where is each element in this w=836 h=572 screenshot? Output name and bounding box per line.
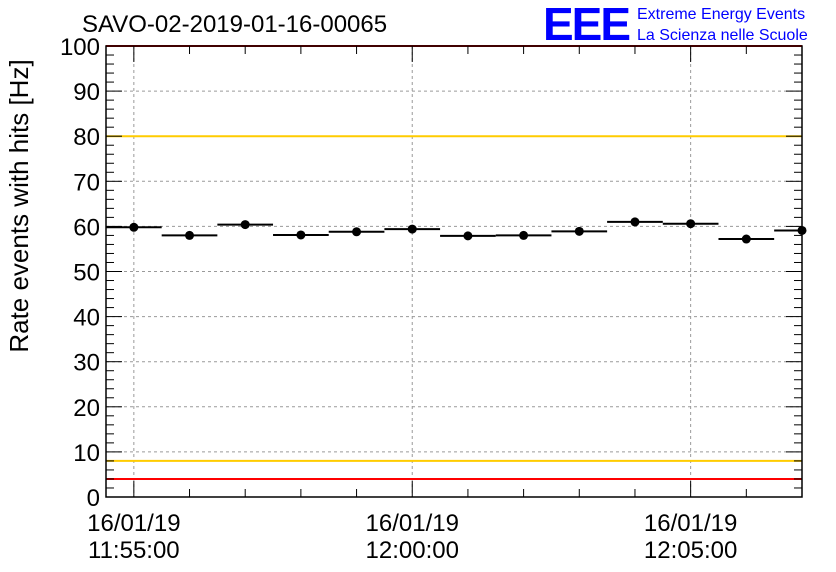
y-tick-label: 30 [73, 350, 100, 377]
x-tick-time: 12:00:00 [366, 537, 459, 564]
eee-logo-line1: Extreme Energy Events [637, 6, 805, 23]
eee-logo: EEE Extreme Energy Events La Scienza nel… [543, 0, 808, 50]
plot-frame [105, 45, 803, 498]
axis-labels: 010203040506070809010016/01/1911:55:0016… [60, 34, 737, 564]
data-point [630, 217, 640, 227]
y-axis-label: Rate events with hits [Hz] [4, 59, 34, 352]
data-point [407, 224, 417, 234]
eee-logo-line2: La Scienza nelle Scuole [637, 27, 808, 44]
y-tick-label: 20 [73, 395, 100, 422]
eee-logo-mark: EEE [543, 0, 629, 50]
y-tick-label: 40 [73, 305, 100, 332]
data-point [185, 230, 195, 240]
x-tick-date: 16/01/19 [366, 510, 459, 537]
grid-lines [106, 46, 802, 497]
x-tick-time: 11:55:00 [88, 537, 180, 564]
y-tick-label: 0 [87, 485, 100, 512]
data-point [797, 225, 807, 235]
data-points [106, 217, 807, 244]
data-point [463, 231, 473, 241]
y-tick-label: 80 [73, 124, 100, 151]
y-tick-label: 10 [73, 440, 100, 467]
chart-title: SAVO-02-2019-01-16-00065 [82, 11, 387, 38]
data-point [240, 220, 250, 230]
data-point [574, 226, 584, 236]
y-tick-label: 70 [73, 169, 100, 196]
data-point [519, 230, 529, 240]
reference-lines [106, 45, 802, 480]
x-tick-date: 16/01/19 [87, 510, 180, 537]
data-point [129, 222, 139, 232]
data-point [686, 219, 696, 229]
data-point [296, 230, 306, 240]
y-tick-label: 90 [73, 79, 100, 106]
x-tick-date: 16/01/19 [644, 510, 737, 537]
y-tick-label: 50 [73, 260, 100, 287]
x-tick-time: 12:05:00 [644, 537, 737, 564]
data-point [352, 227, 362, 237]
data-point [741, 234, 751, 244]
y-tick-label: 60 [73, 214, 100, 241]
y-tick-label: 100 [60, 34, 100, 61]
